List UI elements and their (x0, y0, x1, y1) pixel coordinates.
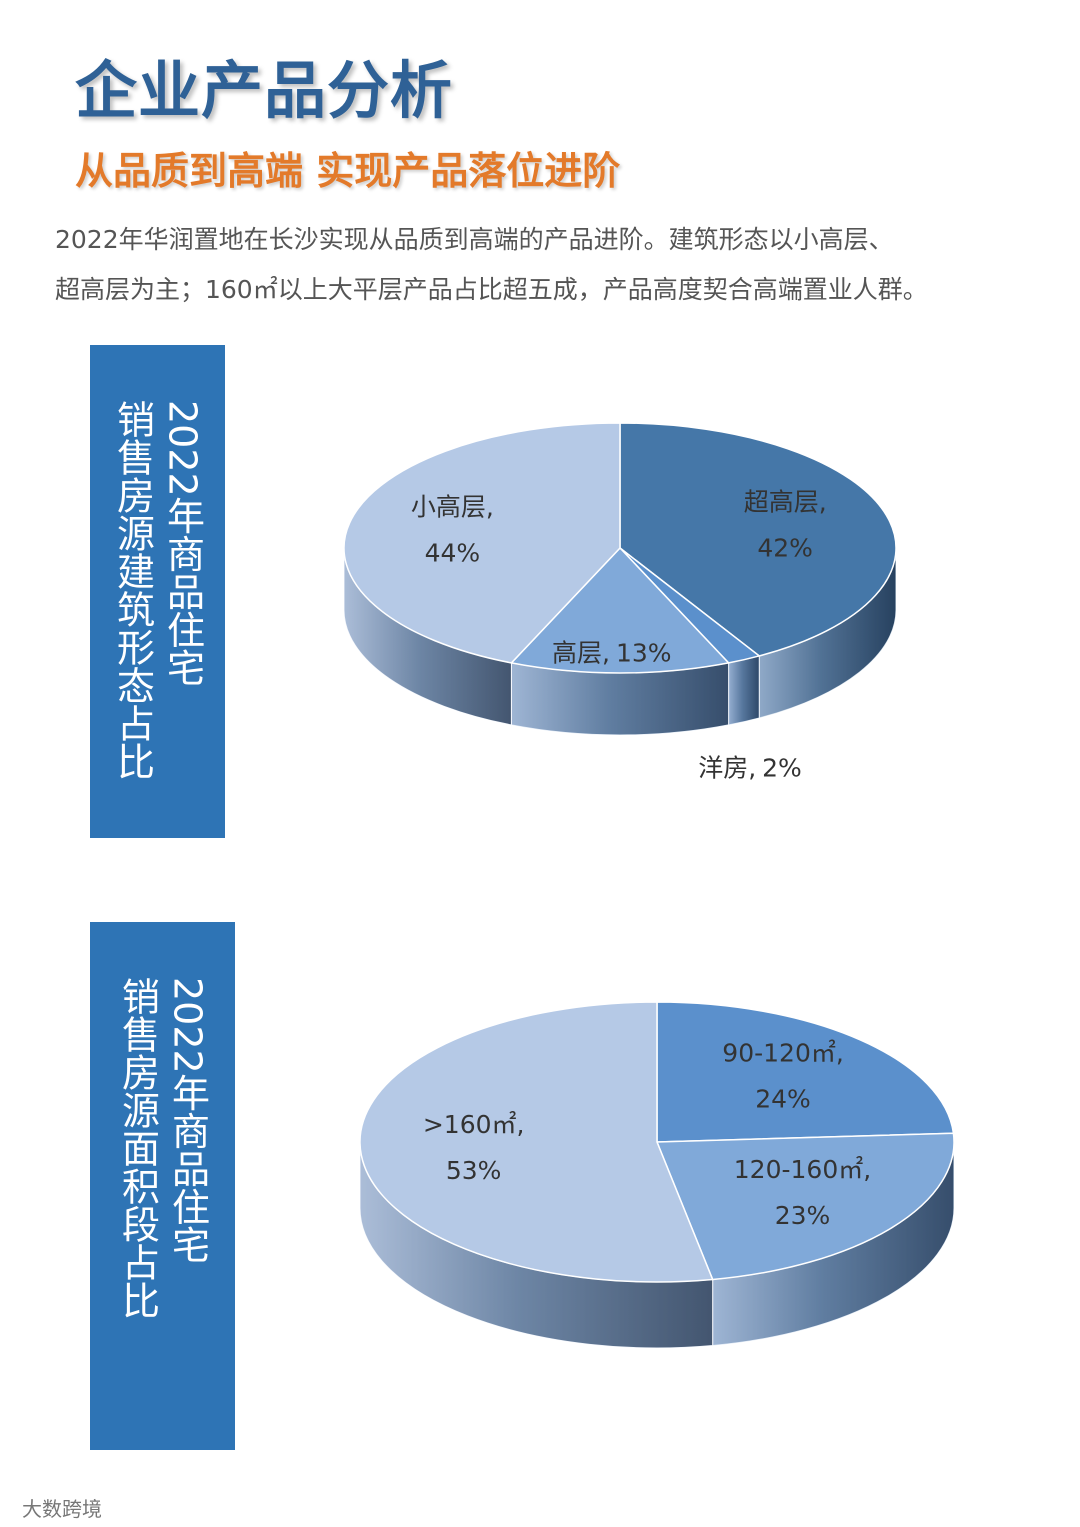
paragraph-line: 2022年华润置地在长沙实现从品质到高端的产品进阶。建筑形态以小高层、 (55, 225, 894, 254)
slice (619, 422, 897, 657)
chart-title-box: 2022年商品住宅 销售房源建筑形态占比 (90, 345, 225, 838)
data-label-value: 53% (446, 1156, 502, 1185)
chart-title-box: 2022年商品住宅 销售房源面积段占比 (90, 922, 235, 1450)
slice-side-tint (712, 1142, 954, 1346)
data-label-value: 23% (775, 1201, 831, 1230)
chart-title-line: 2022年商品住宅 (160, 400, 205, 687)
data-label-category: 90-120㎡, (722, 1039, 844, 1068)
data-label-category: 120-160㎡, (734, 1155, 871, 1184)
page-title: 企业产品分析 (75, 54, 454, 127)
slice (655, 1132, 955, 1281)
slice-side-tint (360, 1142, 713, 1349)
slice (343, 422, 621, 664)
slice (656, 1001, 955, 1143)
paragraph-line: 超高层为主；160㎡以上大平层产品占比超五成，产品高度契合高端置业人群。 (55, 275, 928, 304)
data-label-value: 42% (757, 534, 813, 563)
chart-title-line: 销售房源面积段占比 (115, 977, 160, 1319)
slice-side-tint (511, 662, 729, 735)
data-label-category: 小高层, (411, 492, 494, 521)
data-label-category: 高层, (552, 638, 610, 667)
page-subtitle: 从品质到高端 实现产品落位进阶 (75, 149, 621, 193)
data-label-value: 2% (762, 754, 802, 783)
data-label-category: 洋房, (698, 754, 756, 783)
slice (509, 546, 731, 674)
data-label-value: 13% (616, 638, 672, 667)
chart-title-line: 销售房源建筑形态占比 (110, 400, 155, 780)
chart-title: 2022年商品住宅 销售房源建筑形态占比 (108, 345, 208, 780)
slice-side-tint (728, 655, 760, 725)
chart-title-line: 2022年商品住宅 (165, 977, 210, 1264)
data-label-value: 44% (425, 538, 481, 567)
slice-side-tint (759, 548, 896, 718)
chart-title: 2022年商品住宅 销售房源面积段占比 (113, 922, 213, 1319)
source: 大数跨境 (22, 1497, 102, 1521)
data-label-category: 超高层, (744, 488, 827, 517)
slice-side-tint (344, 548, 512, 725)
data-label-value: 24% (755, 1085, 811, 1114)
data-label-category: >160㎡, (423, 1110, 525, 1139)
slice (359, 1001, 714, 1283)
